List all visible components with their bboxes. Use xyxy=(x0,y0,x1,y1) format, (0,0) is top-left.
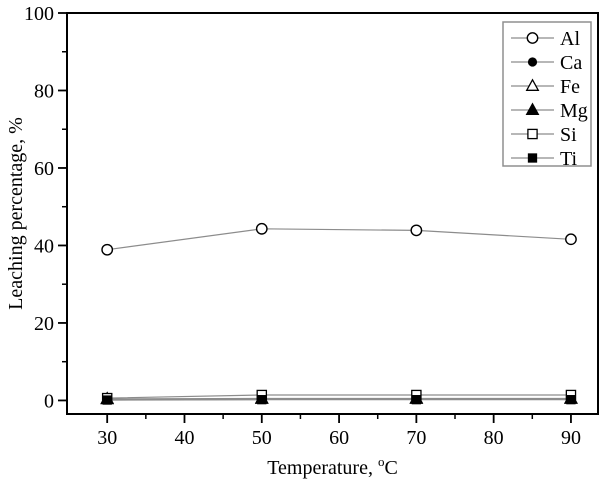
legend-label-ti: Ti xyxy=(560,148,578,170)
data-point-ti xyxy=(566,395,576,405)
y-tick-label: 40 xyxy=(34,235,54,257)
x-tick-label: 70 xyxy=(406,427,426,449)
data-point-al xyxy=(101,243,114,256)
x-tick-label: 90 xyxy=(561,427,581,449)
data-point-al xyxy=(410,224,423,237)
y-tick-label: 80 xyxy=(34,80,54,102)
legend-label-si: Si xyxy=(560,124,577,146)
x-tick-label: 40 xyxy=(174,427,194,449)
data-point-ti xyxy=(102,395,112,405)
y-tick-label: 0 xyxy=(44,390,54,412)
legend-item-fe: Fe xyxy=(511,76,580,98)
legend-marker-al xyxy=(526,32,539,44)
y-tick-label: 100 xyxy=(24,3,54,25)
data-point-al xyxy=(565,233,577,246)
data-point-ti xyxy=(257,395,267,405)
legend-item-ca: Ca xyxy=(511,52,582,74)
data-point-al xyxy=(255,222,268,235)
plot-border xyxy=(66,12,599,415)
x-tick-label: 60 xyxy=(329,427,349,449)
data-point-ti xyxy=(411,395,422,405)
legend-marker-si xyxy=(527,128,538,140)
legend-item-ti: Ti xyxy=(511,148,578,170)
x-tick-label: 50 xyxy=(252,427,272,449)
legend-item-mg: Mg xyxy=(511,100,588,122)
x-tick-label: 30 xyxy=(97,427,117,449)
y-tick-label: 20 xyxy=(34,313,54,335)
legend-item-al: Al xyxy=(511,28,580,50)
series-line-al xyxy=(107,228,571,251)
y-tick-label: 60 xyxy=(34,158,54,180)
series-line-si xyxy=(107,394,571,399)
x-axis-title: Temperature, oC xyxy=(267,454,398,479)
legend-label-mg: Mg xyxy=(560,100,588,122)
x-tick-label: 80 xyxy=(484,427,504,449)
legend-box xyxy=(502,21,592,167)
legend-item-si: Si xyxy=(511,124,577,146)
legend-marker-mg xyxy=(525,102,540,115)
legend-marker-ca xyxy=(527,57,538,67)
legend-label-al: Al xyxy=(560,28,580,50)
legend-label-fe: Fe xyxy=(560,76,580,98)
legend-marker-ti xyxy=(527,153,538,163)
y-axis-title: Leaching percentage, % xyxy=(5,117,27,310)
legend-marker-fe xyxy=(525,78,540,91)
legend-label-ca: Ca xyxy=(560,52,582,74)
